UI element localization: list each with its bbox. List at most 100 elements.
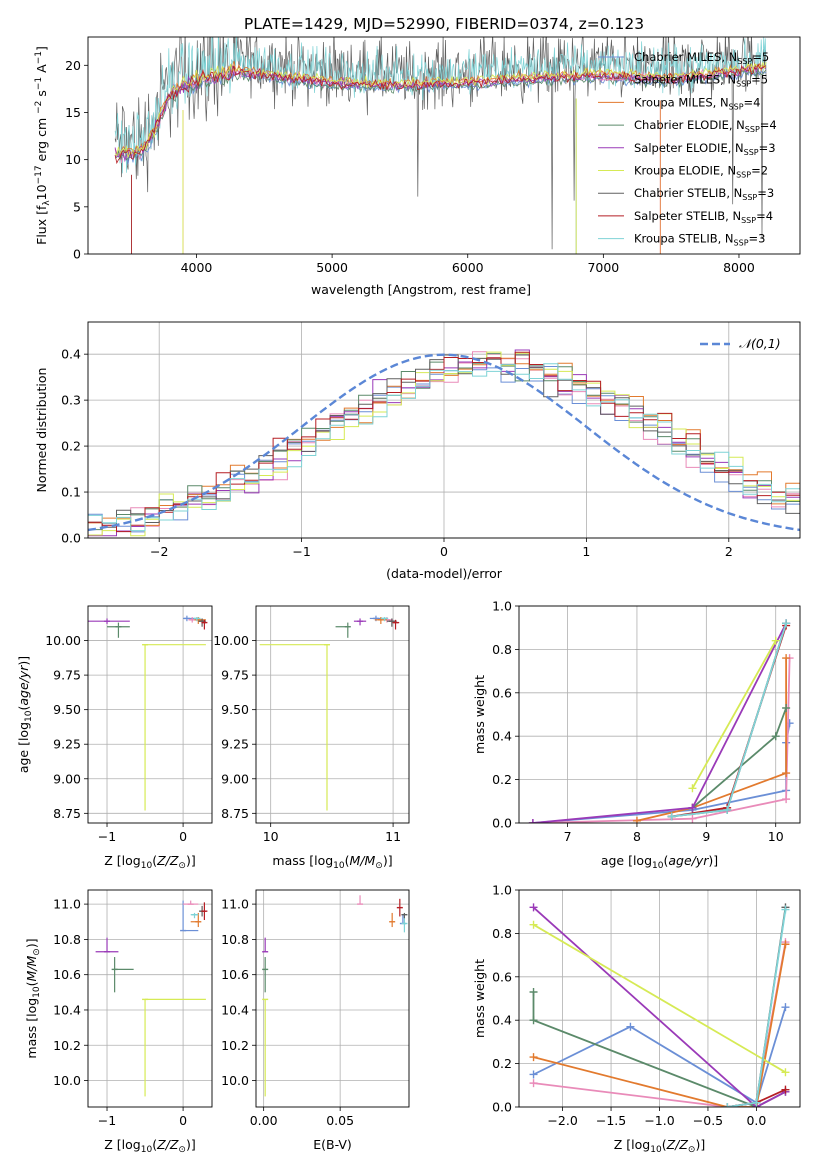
x-axis-label-part: Z [log xyxy=(614,1137,650,1152)
y-tick-label: 15 xyxy=(65,105,81,120)
y-axis-label-part: 10 xyxy=(34,184,49,200)
weight-point xyxy=(782,619,791,628)
y-axis-label-part: −2 xyxy=(34,101,44,114)
x-tick-label: 7000 xyxy=(587,260,619,275)
weight-point xyxy=(782,654,791,663)
weight-point xyxy=(529,920,538,929)
spectrum-line xyxy=(114,61,767,254)
legend-label-count: 2 xyxy=(761,164,768,178)
legend-label-eq: = xyxy=(759,141,769,155)
axes-frame xyxy=(255,889,410,1108)
y-axis-label-part: −1 xyxy=(34,77,44,90)
legend-label: Chabrier ELODIE, NSSP=4 xyxy=(634,118,777,134)
x-axis-label: age [log10(age/yr)] xyxy=(601,853,718,871)
y-axis-label-part: ] xyxy=(34,46,49,51)
x-axis-label-part: 10 xyxy=(141,861,153,871)
mass-vs-EBV-panel: 0.00 0.05 10.0 10.2 10.4 10.6 10.8 11.0 E(B-V) xyxy=(221,889,410,1152)
x-tick-label: 10 xyxy=(768,829,784,844)
y-tick-label: 10.6 xyxy=(221,967,249,982)
y-axis-label-part: −17 xyxy=(34,165,44,184)
histogram-series xyxy=(88,363,800,532)
x-axis-label-part: )] xyxy=(708,853,718,868)
legend-label-count: 4 xyxy=(753,95,760,109)
normal-reference-curve xyxy=(88,353,800,532)
y-tick-label: 0.8 xyxy=(492,642,512,657)
legend-label-sub: SSP xyxy=(737,57,752,66)
y-axis-label-part: age/yr xyxy=(16,665,31,706)
x-tick-label: 0 xyxy=(179,1113,187,1128)
y-tick-label: 20 xyxy=(65,58,81,73)
legend-label: Kroupa MILES, NSSP=4 xyxy=(634,95,761,111)
weight-point xyxy=(782,795,791,804)
y-tick-label: 0.0 xyxy=(61,531,81,546)
weight-point xyxy=(723,805,732,814)
x-tick-label: 0 xyxy=(440,544,448,559)
legend-label-sub: SSP xyxy=(736,80,751,89)
x-axis-label-part: )] xyxy=(383,853,393,868)
legend-label: Salpeter STELIB, NSSP=4 xyxy=(634,209,773,225)
y-tick-label: 0 xyxy=(73,247,81,262)
legend-label-sub: SSP xyxy=(736,171,751,180)
legend-label: Chabrier STELIB, NSSP=3 xyxy=(634,186,774,202)
weight-point xyxy=(626,1022,635,1031)
legend-label-sub: SSP xyxy=(742,193,757,202)
legend-label-count: 3 xyxy=(767,186,774,200)
legend-label-eq: = xyxy=(757,186,767,200)
x-axis-label-part: ( xyxy=(152,853,157,868)
x-tick-label: 6000 xyxy=(452,260,484,275)
x-tick-label: −0.5 xyxy=(693,1113,723,1128)
weight-point xyxy=(781,905,790,914)
weight-point xyxy=(688,814,697,823)
y-axis-label-part: s xyxy=(34,90,49,97)
weight-series-line xyxy=(533,923,786,1074)
legend-label-count: 3 xyxy=(758,232,765,246)
legend-label: 𝒩(0,1) xyxy=(739,336,781,351)
legend-label: Chabrier MILES, NSSP=5 xyxy=(634,50,769,66)
x-tick-label: −2.0 xyxy=(547,1113,577,1128)
x-tick-label: 4000 xyxy=(181,260,213,275)
weight-point xyxy=(688,803,697,812)
x-tick-label: 0.0 xyxy=(746,1113,766,1128)
x-axis-label: E(B-V) xyxy=(313,1137,352,1152)
weight-point xyxy=(667,812,676,821)
x-axis-label-part: 10 xyxy=(652,861,664,871)
y-axis-label-part: ⊙ xyxy=(32,948,42,956)
weight-point xyxy=(723,1103,732,1107)
y-axis-label-part: 10 xyxy=(32,986,42,998)
x-axis-label-part: age [log xyxy=(601,853,652,868)
legend-label-count: 4 xyxy=(769,118,776,132)
legend-label-name: Chabrier ELODIE, N xyxy=(634,118,745,132)
x-axis-label-part: 10 xyxy=(650,1145,662,1155)
legend-label-name: Kroupa STELIB, N xyxy=(634,232,734,246)
y-axis-label: mass [log10(M/M⊙)] xyxy=(24,938,42,1058)
y-tick-label: 8.75 xyxy=(221,806,249,821)
weight-point xyxy=(688,784,697,793)
weight-point xyxy=(781,940,790,949)
x-axis-label: mass [log10(M/M⊙)] xyxy=(272,853,392,871)
y-axis-label-part: mass [log xyxy=(24,998,39,1059)
x-axis-label-part: ( xyxy=(662,1137,667,1152)
plot-area xyxy=(114,37,767,254)
x-tick-label: −1.0 xyxy=(644,1113,674,1128)
x-tick-label: 9 xyxy=(702,829,710,844)
y-tick-label: 10.2 xyxy=(53,1038,81,1053)
x-tick-label: 0 xyxy=(179,829,187,844)
x-axis-label-part: age/yr xyxy=(668,853,709,868)
legend-label-name: Salpeter ELODIE, N xyxy=(634,141,744,155)
weight-series-line xyxy=(533,1006,787,1105)
plot-area xyxy=(88,349,800,537)
y-tick-label: 0.4 xyxy=(61,347,81,362)
y-tick-label: 1.0 xyxy=(492,599,512,614)
axes-frame xyxy=(255,605,410,824)
y-tick-label: 9.50 xyxy=(221,702,249,717)
legend-label-name: Salpeter STELIB, N xyxy=(634,209,741,223)
weight-series-line xyxy=(532,622,787,823)
weight-vs-Z-panel: −2.0 −1.5 −1.0 −0.5 0.0 0.0 0.2 0.4 0.6 0.8 1.0 Z [… xyxy=(472,883,801,1155)
y-axis-label: age [log10(age/yr)] xyxy=(16,656,34,773)
x-axis-label-part: ( xyxy=(345,853,350,868)
y-tick-label: 10.0 xyxy=(221,1073,249,1088)
y-tick-label: 9.75 xyxy=(53,668,81,683)
y-tick-label: 10.8 xyxy=(53,932,81,947)
plot-area xyxy=(88,615,208,811)
